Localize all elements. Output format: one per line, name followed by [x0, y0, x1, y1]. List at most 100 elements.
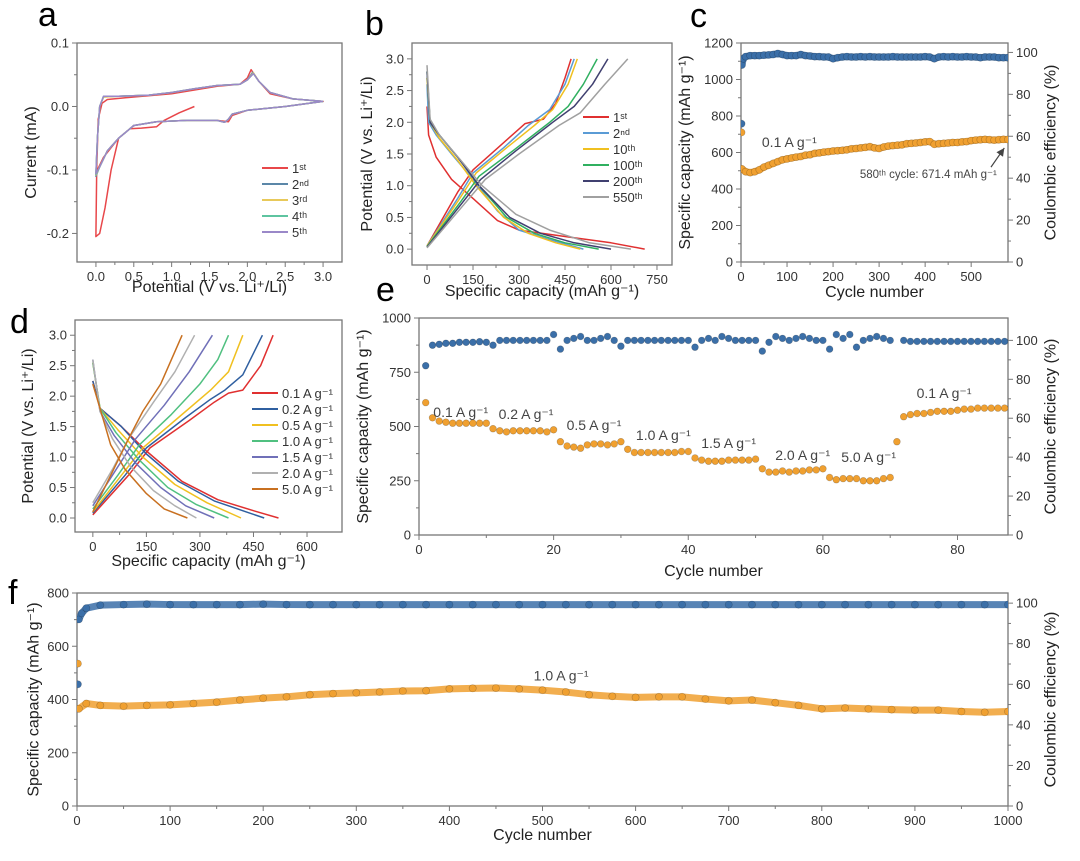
plot-area [741, 49, 1008, 177]
data-point [576, 332, 585, 341]
data-point [887, 600, 896, 609]
data-point [920, 337, 928, 346]
data-point [980, 708, 989, 717]
y-tick-label: 0 [726, 255, 733, 270]
arrowhead-icon [996, 147, 1005, 157]
data-point [142, 701, 151, 710]
annotation-label: 0.5 A g⁻¹ [567, 417, 622, 433]
series-line [426, 58, 572, 247]
series-line [92, 334, 264, 514]
x-tick-label: 300 [189, 539, 211, 554]
data-point [879, 474, 888, 483]
data-point [585, 600, 593, 609]
y2-tick-label: 80 [1016, 87, 1030, 102]
data-point [119, 600, 128, 609]
series-line [426, 58, 579, 247]
data-point [468, 600, 477, 609]
data-point [563, 442, 571, 450]
data-point [398, 687, 407, 695]
data-point [704, 457, 713, 465]
data-point [235, 696, 244, 704]
data-point [748, 696, 756, 704]
plot-frame [740, 42, 1009, 263]
series-line [92, 334, 244, 513]
data-point [825, 345, 834, 353]
data-point [82, 604, 91, 613]
y-tick-label: 800 [711, 109, 733, 124]
y-tick-label: 800 [47, 586, 69, 601]
data-point [841, 600, 849, 609]
legend: 0.1 A g⁻¹0.2 A g⁻¹0.5 A g⁻¹1.0 A g⁻¹1.5 … [252, 386, 334, 497]
data-point [980, 404, 989, 412]
panel-c: c 0 100 200 300 400 500 0 200 400 600 800 1000 1200 0 2… [677, 0, 1060, 301]
x-tick-label: 1.5 [200, 269, 218, 284]
data-point [664, 448, 672, 457]
data-point [556, 438, 565, 446]
data-point [329, 689, 337, 698]
data-point [189, 600, 198, 609]
data-point [1004, 707, 1008, 716]
data-point [798, 467, 807, 475]
data-point [771, 600, 780, 609]
plot-area [77, 600, 1008, 717]
data-point [701, 695, 710, 703]
data-point [817, 704, 826, 713]
data-point [142, 600, 151, 609]
series-1 [95, 68, 324, 238]
data-point [772, 468, 780, 476]
data-point [664, 336, 672, 345]
y2-tick-label: 80 [1016, 372, 1030, 387]
data-point [967, 405, 975, 413]
series-line [92, 359, 197, 519]
y-tick-label: 1.5 [386, 147, 404, 162]
x-tick-label: 450 [554, 272, 576, 287]
plot-area [95, 68, 324, 238]
data-point [475, 419, 484, 427]
data-point [1004, 53, 1008, 62]
data-point [794, 600, 803, 609]
x-axis-label: Specific capacity (mAh g⁻¹) [445, 283, 639, 300]
y-tick-label: 2.5 [49, 358, 67, 373]
panel-letter: f [8, 574, 18, 612]
data-point [96, 701, 105, 710]
data-point [718, 457, 726, 465]
data-point [839, 334, 847, 343]
data-point [792, 467, 800, 475]
data-point [684, 336, 692, 345]
data-point [819, 465, 827, 473]
data-point [496, 336, 504, 345]
data-point [442, 418, 450, 426]
legend-label: 5ᵗʰ [292, 225, 307, 240]
y-tick-label: 0.0 [51, 99, 69, 114]
data-point [817, 600, 826, 609]
series-coulombic-efficiency [77, 600, 1008, 689]
data-point [166, 700, 174, 709]
data-point [711, 336, 719, 345]
series-coulombic-efficiency [422, 330, 1008, 370]
x-tick-label: 400 [914, 269, 936, 284]
x-tick-label: 3.0 [314, 269, 332, 284]
legend-label: 5.0 A g⁻¹ [282, 482, 334, 497]
data-point [549, 426, 558, 434]
y-axis-label: Current (mA) [23, 106, 40, 198]
series-6 [426, 58, 632, 250]
x-tick-label: 300 [508, 272, 530, 287]
data-point [973, 404, 982, 412]
x-tick-label: 600 [625, 813, 647, 828]
data-point [603, 332, 612, 341]
data-point [893, 438, 901, 446]
data-point [772, 332, 780, 341]
series-4 [95, 72, 324, 176]
y-tick-label: 3.0 [49, 328, 67, 343]
data-point [886, 473, 894, 482]
data-point [259, 694, 268, 703]
panel-e: e0 20 40 60 8002505007501000020406080100Cycl… [355, 271, 1060, 580]
data-point [398, 600, 407, 609]
y-tick-label: 1000 [704, 72, 733, 87]
series-line [92, 334, 183, 513]
data-point [435, 417, 443, 425]
data-point [375, 688, 384, 696]
data-point [603, 441, 612, 449]
annotation-label: 1.0 A g⁻¹ [636, 427, 691, 443]
